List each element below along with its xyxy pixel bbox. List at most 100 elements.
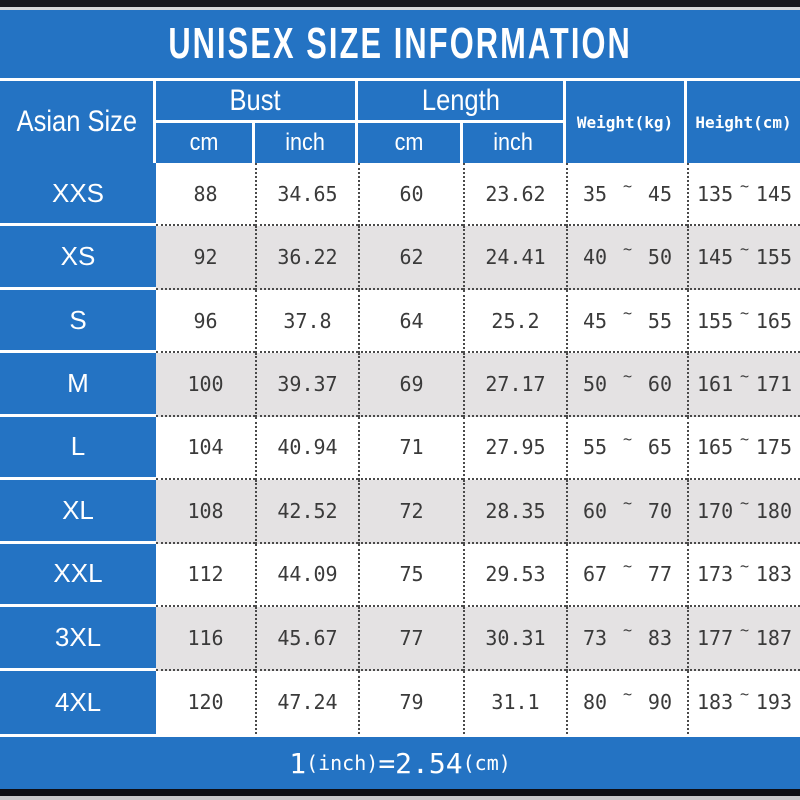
header-bust-cm-label: cm <box>189 129 219 156</box>
length-inch-value: 31.1 <box>463 670 566 734</box>
header-length-label: Length <box>421 83 500 117</box>
header-length-inch-label: inch <box>493 129 533 156</box>
height-min-value: 173 <box>697 562 734 587</box>
height-range: 183 ~ 193 <box>687 670 800 734</box>
weight-max-value: 60 <box>647 372 672 397</box>
size-label: XXL <box>0 543 156 608</box>
weight-min-value: 55 <box>583 435 608 460</box>
tilde-separator: ~ <box>739 685 750 704</box>
weight-range: 67 ~ 77 <box>566 543 687 608</box>
weight-min-value: 35 <box>583 181 608 206</box>
weight-min-value: 45 <box>583 308 608 333</box>
weight-range: 73 ~ 83 <box>566 607 687 671</box>
header-bust-label: Bust <box>229 83 282 117</box>
table-row: 4XL 120 47.24 79 31.1 80 ~ 90 183 ~ 193 <box>0 670 800 734</box>
header-weight: Weight(kg) <box>566 81 687 163</box>
length-inch-value: 24.41 <box>463 226 566 290</box>
header-asian-size-label: Asian Size <box>16 105 137 138</box>
bust-inch-value: 44.09 <box>255 543 358 608</box>
tilde-separator: ~ <box>622 620 633 639</box>
weight-min-value: 40 <box>583 245 608 270</box>
height-range: 155 ~ 165 <box>687 289 800 354</box>
header-asian-size: Asian Size <box>0 81 156 163</box>
page-title: UNISEX SIZE INFORMATION <box>168 19 632 68</box>
size-label: XXS <box>0 163 156 227</box>
header-length-cm: cm <box>358 123 463 163</box>
header-bust-cm: cm <box>156 123 255 163</box>
length-cm-value: 79 <box>358 670 463 734</box>
tilde-separator: ~ <box>622 367 633 386</box>
height-range: 165 ~ 175 <box>687 416 800 481</box>
height-max-value: 183 <box>755 562 792 587</box>
height-max-value: 175 <box>755 435 792 460</box>
bust-inch-value: 39.37 <box>255 353 358 417</box>
height-max-value: 165 <box>755 308 792 333</box>
weight-min-value: 80 <box>583 690 608 715</box>
tilde-separator: ~ <box>739 620 750 639</box>
header-bust-group: Bust <box>156 81 358 123</box>
length-cm-value: 69 <box>358 353 463 417</box>
weight-max-value: 45 <box>647 181 672 206</box>
footer-note: 1 (inch) = 2.54 (cm) <box>0 737 800 789</box>
weight-range: 40 ~ 50 <box>566 226 687 290</box>
size-label: 4XL <box>0 670 156 734</box>
table-row: M 100 39.37 69 27.17 50 ~ 60 161 ~ 171 <box>0 353 800 417</box>
height-min-value: 155 <box>697 308 734 333</box>
height-range: 145 ~ 155 <box>687 226 800 290</box>
bottom-bar <box>0 789 800 796</box>
tilde-separator: ~ <box>739 303 750 322</box>
footer-number-254: 2.54 <box>395 746 463 780</box>
weight-max-value: 70 <box>647 498 672 523</box>
bust-cm-value: 108 <box>156 480 255 544</box>
size-label: M <box>0 353 156 417</box>
weight-min-value: 50 <box>583 372 608 397</box>
bust-cm-value: 96 <box>156 289 255 354</box>
length-cm-value: 72 <box>358 480 463 544</box>
bust-inch-value: 37.8 <box>255 289 358 354</box>
tilde-separator: ~ <box>739 240 750 259</box>
title-band: UNISEX SIZE INFORMATION <box>0 10 800 78</box>
tilde-separator: ~ <box>622 685 633 704</box>
bottom-edge-line <box>0 796 800 800</box>
length-inch-value: 27.17 <box>463 353 566 417</box>
header-bust-inch-label: inch <box>285 129 325 156</box>
bust-cm-value: 116 <box>156 607 255 671</box>
table-row: 3XL 116 45.67 77 30.31 73 ~ 83 177 ~ 187 <box>0 607 800 671</box>
footer-unit-cm: (cm) <box>462 751 511 775</box>
length-inch-value: 28.35 <box>463 480 566 544</box>
height-range: 135 ~ 145 <box>687 163 800 227</box>
height-min-value: 177 <box>697 625 734 650</box>
bust-cm-value: 120 <box>156 670 255 734</box>
tilde-separator: ~ <box>622 493 633 512</box>
tilde-separator: ~ <box>739 176 750 195</box>
height-range: 177 ~ 187 <box>687 607 800 671</box>
length-cm-value: 77 <box>358 607 463 671</box>
size-label: XL <box>0 480 156 544</box>
weight-range: 45 ~ 55 <box>566 289 687 354</box>
weight-min-value: 60 <box>583 498 608 523</box>
length-cm-value: 60 <box>358 163 463 227</box>
tilde-separator: ~ <box>622 176 633 195</box>
length-inch-value: 29.53 <box>463 543 566 608</box>
bust-inch-value: 47.24 <box>255 670 358 734</box>
height-max-value: 171 <box>755 372 792 397</box>
height-min-value: 145 <box>697 245 734 270</box>
height-min-value: 161 <box>697 372 734 397</box>
footer-equals: = <box>378 746 396 780</box>
tilde-separator: ~ <box>739 493 750 512</box>
bust-cm-value: 92 <box>156 226 255 290</box>
height-max-value: 180 <box>755 498 792 523</box>
tilde-separator: ~ <box>622 430 633 449</box>
size-label: 3XL <box>0 607 156 671</box>
weight-range: 55 ~ 65 <box>566 416 687 481</box>
tilde-separator: ~ <box>622 240 633 259</box>
height-range: 173 ~ 183 <box>687 543 800 608</box>
bust-cm-value: 100 <box>156 353 255 417</box>
header-height: Height(cm) <box>687 81 800 163</box>
bust-inch-value: 40.94 <box>255 416 358 481</box>
bust-inch-value: 36.22 <box>255 226 358 290</box>
weight-max-value: 77 <box>647 562 672 587</box>
header-length-cm-label: cm <box>394 129 424 156</box>
height-min-value: 170 <box>697 498 734 523</box>
